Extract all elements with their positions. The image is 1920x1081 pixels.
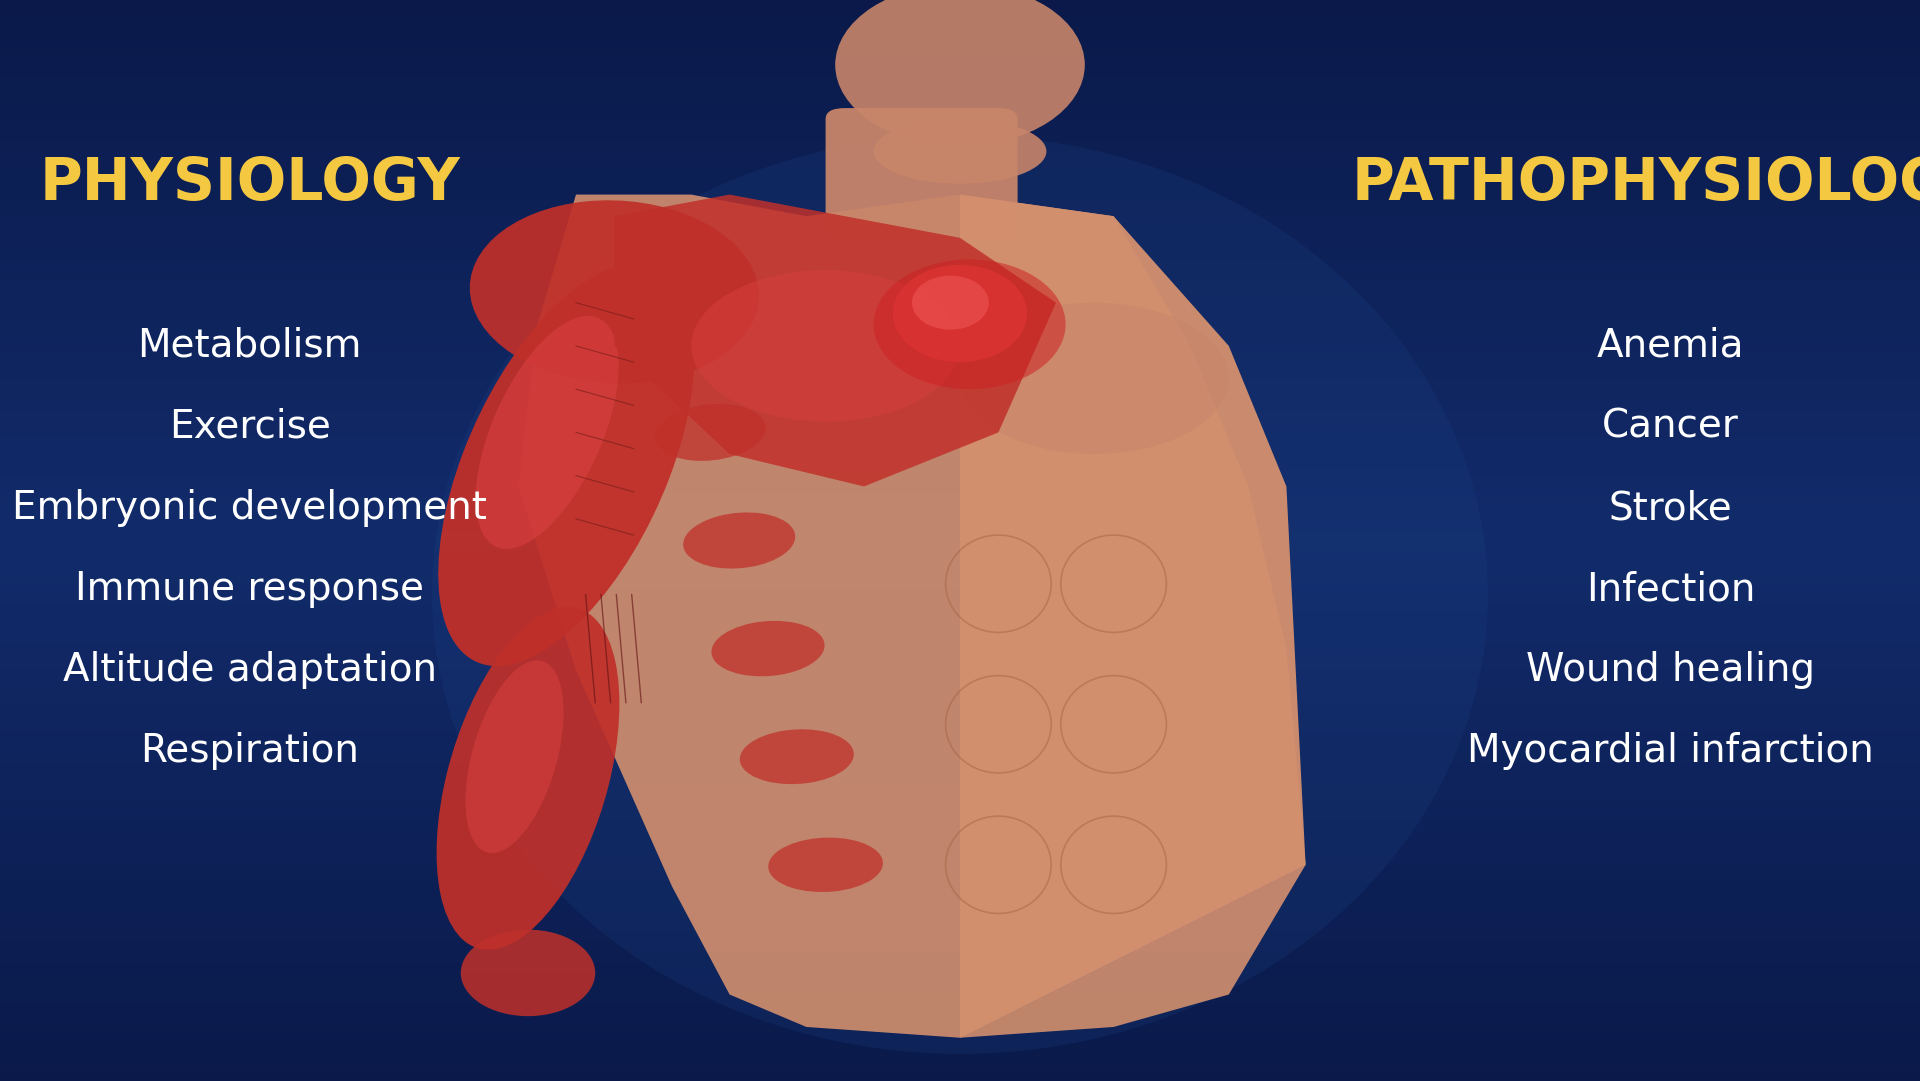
- Ellipse shape: [912, 276, 989, 330]
- Ellipse shape: [432, 135, 1488, 1054]
- Ellipse shape: [476, 316, 618, 549]
- Text: Stroke: Stroke: [1609, 489, 1732, 528]
- Ellipse shape: [893, 265, 1027, 362]
- Ellipse shape: [874, 259, 1066, 389]
- Text: PHYSIOLOGY: PHYSIOLOGY: [38, 156, 461, 212]
- Ellipse shape: [684, 512, 795, 569]
- Polygon shape: [614, 195, 1056, 486]
- Ellipse shape: [470, 200, 758, 384]
- Ellipse shape: [436, 606, 620, 950]
- Ellipse shape: [835, 0, 1085, 146]
- Ellipse shape: [874, 119, 1046, 184]
- Polygon shape: [960, 195, 1306, 1038]
- Text: Anemia: Anemia: [1597, 326, 1743, 365]
- Text: Infection: Infection: [1586, 570, 1755, 609]
- Ellipse shape: [461, 930, 595, 1016]
- Ellipse shape: [655, 404, 766, 461]
- Ellipse shape: [691, 270, 960, 422]
- Text: Respiration: Respiration: [140, 732, 359, 771]
- Text: Embryonic development: Embryonic development: [12, 489, 488, 528]
- Text: Altitude adaptation: Altitude adaptation: [63, 651, 436, 690]
- Text: Metabolism: Metabolism: [138, 326, 361, 365]
- Text: Myocardial infarction: Myocardial infarction: [1467, 732, 1874, 771]
- Polygon shape: [518, 195, 1306, 1038]
- Ellipse shape: [739, 730, 854, 784]
- FancyBboxPatch shape: [826, 108, 1018, 238]
- Text: Wound healing: Wound healing: [1526, 651, 1814, 690]
- Text: PATHOPHYSIOLOGY: PATHOPHYSIOLOGY: [1352, 156, 1920, 212]
- Ellipse shape: [712, 620, 824, 677]
- Text: Immune response: Immune response: [75, 570, 424, 609]
- Ellipse shape: [768, 838, 883, 892]
- Ellipse shape: [960, 303, 1229, 454]
- Text: Cancer: Cancer: [1601, 408, 1740, 446]
- Text: Exercise: Exercise: [169, 408, 330, 446]
- Ellipse shape: [438, 264, 695, 666]
- Ellipse shape: [465, 660, 564, 853]
